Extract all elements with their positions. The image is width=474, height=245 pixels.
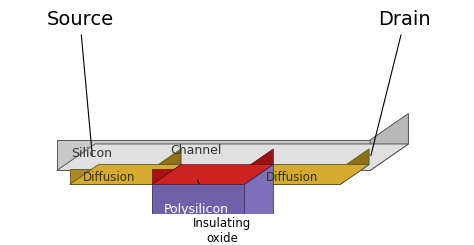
Text: Channel: Channel: [171, 144, 222, 157]
Polygon shape: [70, 165, 181, 184]
Polygon shape: [152, 184, 245, 237]
Text: Diffusion: Diffusion: [82, 171, 135, 184]
Polygon shape: [152, 217, 273, 237]
Polygon shape: [57, 144, 409, 171]
Text: Polysilicon: Polysilicon: [164, 203, 228, 216]
Text: Gate: Gate: [0, 244, 1, 245]
Polygon shape: [245, 165, 369, 184]
Polygon shape: [245, 165, 273, 237]
Polygon shape: [57, 140, 370, 171]
Text: Silicon: Silicon: [71, 147, 112, 160]
Text: Diffusion: Diffusion: [265, 171, 318, 184]
Text: Drain: Drain: [371, 10, 431, 156]
Polygon shape: [70, 169, 152, 184]
Polygon shape: [340, 149, 369, 184]
Polygon shape: [152, 165, 273, 184]
Polygon shape: [152, 169, 245, 184]
Polygon shape: [245, 149, 273, 184]
Polygon shape: [152, 149, 181, 184]
Text: Insulating
oxide: Insulating oxide: [193, 180, 251, 245]
Polygon shape: [245, 169, 340, 184]
Text: Source: Source: [46, 10, 114, 156]
Polygon shape: [370, 113, 409, 171]
